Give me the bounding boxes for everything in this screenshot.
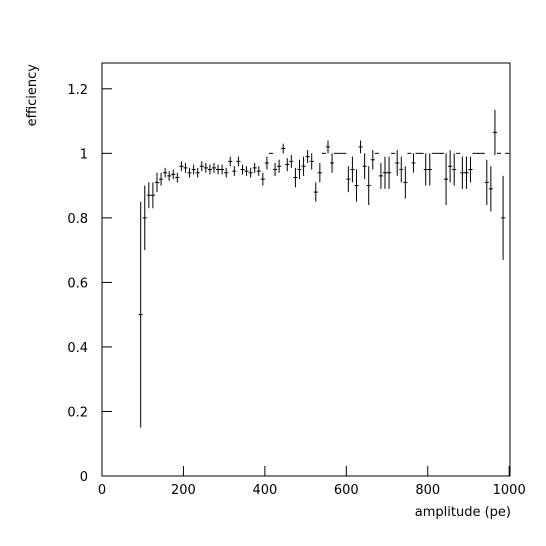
error-bar-point bbox=[273, 163, 278, 176]
error-bar-point bbox=[395, 150, 400, 176]
error-bar-point bbox=[207, 164, 212, 175]
error-bar-point bbox=[403, 166, 408, 199]
error-bar-point bbox=[179, 161, 184, 172]
error-bar-point bbox=[488, 166, 493, 212]
x-tick-label: 200 bbox=[171, 483, 196, 498]
x-tick-label: 1000 bbox=[493, 483, 526, 498]
x-tick-label: 600 bbox=[334, 483, 359, 498]
error-bar-point bbox=[285, 158, 290, 172]
error-bar-point bbox=[411, 153, 416, 173]
error-bar-point bbox=[464, 156, 469, 189]
error-bar-point bbox=[313, 182, 318, 202]
error-bar-point bbox=[387, 156, 392, 189]
error-bar-point bbox=[281, 143, 286, 154]
error-bar-point bbox=[138, 201, 143, 428]
error-bar-point bbox=[277, 159, 282, 173]
error-bar-point bbox=[203, 163, 208, 173]
error-bar-point bbox=[346, 166, 351, 193]
error-bar-point bbox=[195, 167, 200, 178]
x-tick-label: 800 bbox=[415, 483, 440, 498]
y-tick-label: 0 bbox=[80, 470, 88, 485]
error-bar-point bbox=[220, 164, 225, 175]
error-bar-point bbox=[370, 150, 375, 170]
error-bar-point bbox=[330, 153, 335, 173]
error-bar-point bbox=[146, 182, 151, 209]
error-bar-point bbox=[216, 164, 221, 175]
error-bar-point bbox=[211, 163, 217, 173]
x-tick-label: 400 bbox=[252, 483, 277, 498]
error-bar-point bbox=[228, 156, 233, 167]
error-bar-point bbox=[236, 156, 241, 167]
y-tick-label: 0.4 bbox=[67, 341, 88, 356]
error-bar-point bbox=[452, 153, 457, 186]
error-bar-point bbox=[248, 167, 253, 178]
error-bar-point bbox=[460, 156, 465, 189]
x-axis-label: amplitude (pe) bbox=[415, 505, 511, 520]
x-tick-label: 0 bbox=[98, 483, 106, 498]
plot-frame bbox=[101, 62, 511, 477]
error-bar-point bbox=[252, 163, 257, 173]
error-bar-point bbox=[232, 166, 237, 176]
error-bar-point bbox=[154, 172, 160, 193]
error-bar-point bbox=[484, 159, 489, 205]
error-bar-point bbox=[150, 182, 155, 209]
error-bar-point bbox=[159, 172, 164, 186]
error-bar-point bbox=[501, 175, 506, 260]
error-bar-point bbox=[199, 161, 204, 172]
error-bar-point bbox=[175, 172, 180, 183]
error-bar-point bbox=[444, 153, 449, 205]
error-bar-point bbox=[399, 156, 404, 183]
error-bar-point bbox=[187, 167, 192, 178]
y-tick-label: 0.8 bbox=[67, 212, 88, 227]
y-tick-label: 0.2 bbox=[67, 405, 88, 420]
error-bar-point bbox=[224, 167, 229, 178]
error-bar-point bbox=[448, 150, 453, 183]
error-bar-point bbox=[492, 109, 497, 155]
error-bar-point bbox=[309, 153, 314, 170]
error-bar-point bbox=[244, 166, 249, 176]
error-bar-point bbox=[382, 156, 388, 189]
error-bar-point bbox=[260, 172, 265, 186]
error-bar-point bbox=[293, 167, 298, 188]
error-bar-point bbox=[264, 156, 269, 170]
error-bar-point bbox=[301, 156, 306, 176]
error-bar-point bbox=[423, 153, 428, 186]
y-tick-label: 0.6 bbox=[67, 276, 88, 291]
error-bar-point bbox=[325, 140, 331, 154]
error-bar-point bbox=[354, 169, 359, 202]
error-bar-point bbox=[289, 154, 294, 168]
error-bar-point bbox=[317, 163, 322, 183]
error-bar-point bbox=[256, 166, 261, 176]
error-bar-point bbox=[142, 185, 147, 251]
error-bar-point bbox=[350, 156, 355, 183]
y-tick-label: 1 bbox=[80, 147, 88, 162]
error-bar-point bbox=[297, 159, 302, 180]
y-tick-label: 1.2 bbox=[67, 83, 88, 98]
error-bar-point bbox=[362, 153, 367, 180]
error-bar-point bbox=[358, 140, 363, 154]
error-bar-point bbox=[240, 164, 245, 175]
y-axis-label: efficiency bbox=[25, 64, 40, 127]
error-bar-point bbox=[183, 163, 188, 173]
error-bar-point bbox=[366, 166, 371, 205]
error-bar-point bbox=[427, 153, 432, 186]
error-bar-point bbox=[163, 167, 168, 178]
error-bar-point bbox=[468, 156, 473, 183]
error-bar-point bbox=[191, 164, 196, 175]
error-bar-point bbox=[167, 171, 172, 181]
error-bar-point bbox=[171, 169, 176, 180]
error-bar-point bbox=[305, 150, 310, 164]
error-bar-point bbox=[378, 163, 383, 189]
